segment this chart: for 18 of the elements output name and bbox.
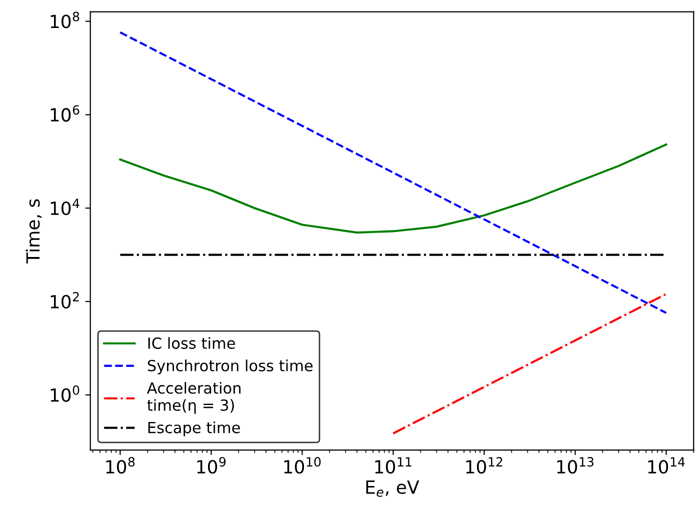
x-tick-label: 10$^{10}$: [284, 457, 321, 474]
legend-label: IC loss time: [148, 337, 235, 349]
legend-label: Acceleration time(η = 3): [146, 382, 241, 414]
x-axis-title: E$_{e}$, eV: [366, 480, 420, 497]
x-tick-label: 10$^{13}$: [557, 457, 594, 474]
y-tick-label: 10$^{8}$: [50, 12, 80, 28]
y-tick-label: 10$^{2}$: [50, 292, 79, 308]
x-tick-label: 10$^{8}$: [106, 457, 135, 474]
y-tick-label: 10$^{0}$: [50, 385, 80, 402]
x-tick-label: 10$^{14}$: [648, 457, 685, 474]
legend-label: Escape time: [148, 422, 240, 436]
legend-label: Synchrotron loss time: [148, 360, 313, 374]
x-tick-label: 10$^{12}$: [466, 457, 502, 474]
y-tick-label: 10$^{6}$: [50, 105, 80, 122]
y-tick-label: 10$^{4}$: [50, 198, 80, 216]
y-axis-title: Time, s: [26, 199, 42, 264]
x-tick-label: 10$^{11}$: [375, 457, 412, 474]
x-tick-label: 10$^{9}$: [197, 457, 226, 474]
